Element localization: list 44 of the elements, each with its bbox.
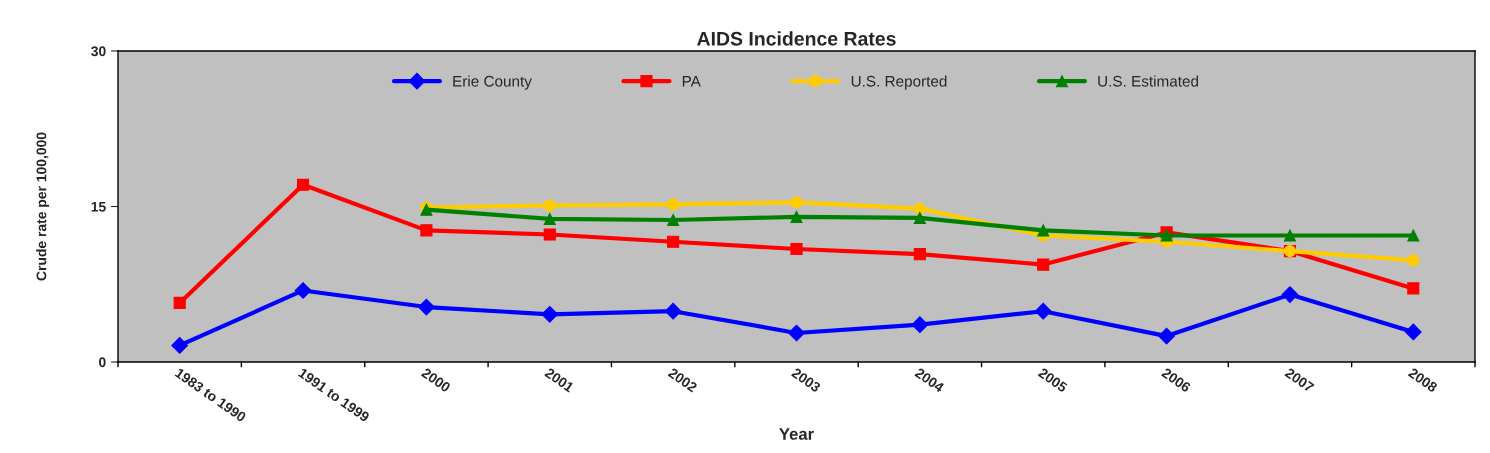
point (1037, 258, 1050, 271)
y-tick-label: 15 (91, 201, 106, 212)
point (1404, 323, 1422, 341)
point (173, 296, 186, 309)
point (790, 242, 803, 256)
point (420, 224, 433, 237)
point (790, 210, 803, 223)
point (1407, 229, 1420, 242)
point (913, 248, 926, 261)
legend-label: U.S. Reported (851, 75, 947, 90)
point (171, 337, 189, 354)
chart-title: AIDS Incidence Rates (697, 31, 896, 46)
y-tick-label: 30 (91, 46, 106, 57)
point (667, 213, 680, 227)
point (294, 282, 312, 299)
point (788, 324, 805, 342)
point (1407, 282, 1420, 295)
point (296, 178, 310, 191)
point (1283, 229, 1297, 242)
legend-label: Erie County (453, 75, 532, 90)
point (1158, 327, 1175, 345)
y-axis-title: Crude rate per 100,000 (36, 132, 50, 281)
legend-label: PA (682, 76, 701, 87)
point (1407, 254, 1420, 267)
legend-label: U.S. Estimated (1098, 75, 1199, 87)
point (664, 302, 682, 320)
point (913, 211, 926, 224)
point (1281, 286, 1299, 303)
point (418, 298, 435, 316)
point (1034, 302, 1052, 320)
point (913, 202, 926, 215)
point (543, 212, 556, 226)
point (541, 305, 559, 323)
point (543, 199, 556, 212)
x-tick-label: 1983 to 1990 (174, 367, 247, 423)
point (790, 196, 803, 209)
x-tick-label: 2007 (1284, 367, 1315, 393)
x-axis-title: Year (779, 428, 814, 440)
point (1037, 224, 1050, 237)
point (543, 228, 556, 241)
point (667, 198, 680, 211)
point (667, 235, 680, 248)
y-tick-label: 0 (99, 357, 106, 368)
point (911, 316, 929, 334)
